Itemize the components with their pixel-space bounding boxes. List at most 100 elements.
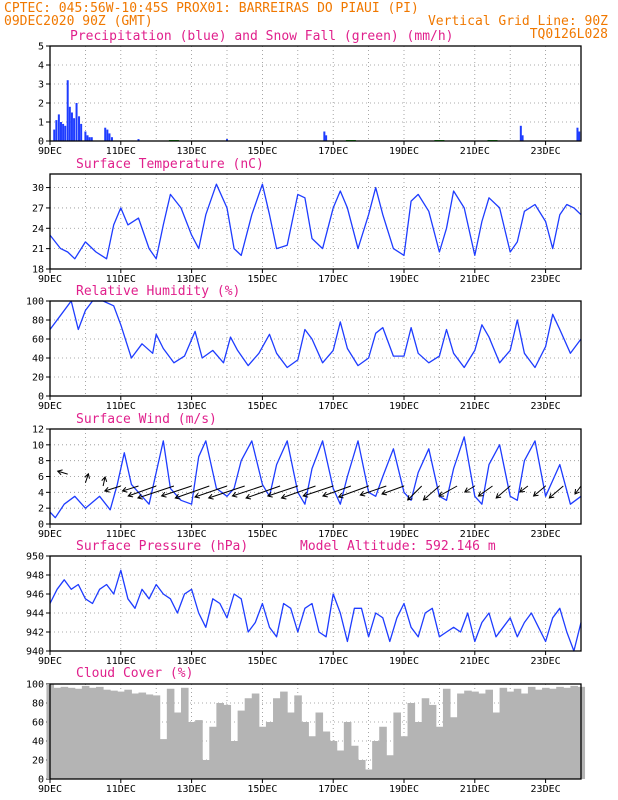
cloud-bar xyxy=(478,693,486,779)
wind-plot-frame xyxy=(49,428,582,525)
cloud-xtick-label: 15DEC xyxy=(247,784,277,795)
precip-bar xyxy=(73,118,76,141)
cloud-xtick-label: 11DEC xyxy=(106,784,136,795)
precip-bar xyxy=(64,125,67,141)
cloud-bar xyxy=(166,688,175,779)
wind-arrow-shaft xyxy=(303,485,334,497)
rh-xtick-label: 21DEC xyxy=(460,401,490,412)
wind-arrow-head xyxy=(136,493,143,500)
precip-bar xyxy=(84,131,87,141)
precip-bar xyxy=(57,114,60,141)
wind-arrow-head xyxy=(121,486,128,493)
cloud-bar xyxy=(400,736,409,779)
cloud-bar xyxy=(563,687,571,779)
temperature-title: Surface Temperature (nC) xyxy=(76,157,264,172)
wind-xtick-label: 15DEC xyxy=(247,529,277,540)
pres-xtick-label: 17DEC xyxy=(318,656,348,667)
wind-arrow-shaft xyxy=(381,485,405,495)
wind-arrow-shaft xyxy=(175,485,210,499)
precip-ytick-label: 2 xyxy=(38,99,44,110)
wind-arrow-shaft xyxy=(208,485,245,499)
cloud-bar xyxy=(180,687,189,779)
rh-ytick-label: 0 xyxy=(38,392,44,403)
cloud-bar xyxy=(301,722,309,779)
precip-bar xyxy=(578,131,581,141)
cloud-bar xyxy=(308,736,316,779)
cloud-bar xyxy=(542,687,550,779)
cloud-bar xyxy=(131,693,139,779)
wind-arrow-head xyxy=(337,492,344,499)
temp-xtick-label: 17DEC xyxy=(318,274,348,285)
precip-xtick-label: 11DEC xyxy=(106,146,136,157)
wind-arrow-shaft xyxy=(57,470,68,475)
wind-ytick-label: 0 xyxy=(38,520,44,531)
cloud-bar xyxy=(315,712,324,779)
precip-xtick-label: 21DEC xyxy=(460,146,490,157)
precip-xtick-label: 17DEC xyxy=(318,146,348,157)
wind-xtick-label: 17DEC xyxy=(318,529,348,540)
pres-xtick-label: 15DEC xyxy=(247,656,277,667)
header-model-id: TQ0126L028 xyxy=(530,27,608,42)
temp-plot-frame xyxy=(49,173,582,270)
precip-bar xyxy=(519,125,522,141)
precip-xtick-label: 9DEC xyxy=(38,146,62,157)
precip-ytick-label: 5 xyxy=(38,42,44,53)
humidity-panel: Relative Humidity (%) 0 20 40 60 80 100 9DEC 11… xyxy=(26,284,582,412)
cloud-bar xyxy=(258,726,267,779)
wind-arrow-head xyxy=(463,487,470,493)
pres-series-line xyxy=(49,569,582,652)
cloud-xtick-label: 23DEC xyxy=(531,784,561,795)
wind-panel: Surface Wind (m/s) 0 2 4 6 8 10 12 9DEC 11DEC 13D… xyxy=(32,412,582,540)
precip-bar xyxy=(75,103,78,141)
precip-ytick-label: 0 xyxy=(38,137,44,148)
cloud-bar xyxy=(350,745,359,779)
wind-arrow-shaft xyxy=(495,485,511,499)
cloud-bar xyxy=(457,693,465,779)
precip-ytick-label: 1 xyxy=(38,118,44,129)
wind-arrow-shaft xyxy=(322,485,352,497)
pres-ytick-label: 940 xyxy=(26,647,44,658)
wind-arrow-head xyxy=(422,495,429,501)
cloud-cover-title: Cloud Cover (%) xyxy=(76,666,193,681)
cloud-bar xyxy=(216,703,224,779)
cloud-ytick-label: 40 xyxy=(32,737,44,748)
cloud-ytick-label: 20 xyxy=(32,756,44,767)
temp-xtick-label: 19DEC xyxy=(389,274,419,285)
cloud-bar xyxy=(117,691,125,779)
wind-arrow-shaft xyxy=(194,485,228,498)
cloud-bar xyxy=(549,688,557,779)
wind-xtick-label: 19DEC xyxy=(389,529,419,540)
precipitation-panel: Precipitation (blue) and Snow Fall (gree… xyxy=(38,29,582,157)
cloud-bar xyxy=(230,741,239,779)
pres-ytick-label: 942 xyxy=(26,628,44,639)
wind-ytick-label: 4 xyxy=(38,488,44,499)
pres-xtick-label: 11DEC xyxy=(106,656,136,667)
wind-arrow-shaft xyxy=(338,485,369,498)
cloud-bar xyxy=(88,687,97,779)
cloud-bar xyxy=(322,731,331,779)
wind-arrow-shaft xyxy=(519,485,529,493)
pres-xtick-label: 19DEC xyxy=(389,656,419,667)
precip-bar xyxy=(70,112,73,141)
cloud-bar xyxy=(244,698,253,779)
humidity-title: Relative Humidity (%) xyxy=(76,284,240,299)
cloud-bar xyxy=(435,726,444,779)
cloud-bar xyxy=(570,685,578,779)
rh-ytick-label: 40 xyxy=(32,354,44,365)
cloud-xtick-label: 19DEC xyxy=(389,784,419,795)
cloud-bar xyxy=(223,704,232,779)
model-altitude-label: Model Altitude: 592.146 m xyxy=(300,539,496,554)
wind-arrow-head xyxy=(174,493,181,500)
cloud-bar xyxy=(124,689,132,779)
rh-xtick-label: 19DEC xyxy=(389,401,419,412)
wind-arrow-shaft xyxy=(438,485,458,497)
precip-ytick-label: 3 xyxy=(38,80,44,91)
wind-arrow-head xyxy=(194,492,200,499)
cloud-bar xyxy=(237,710,246,779)
wind-ytick-label: 8 xyxy=(38,456,44,467)
wind-arrow-shaft xyxy=(267,485,298,497)
wind-arrow-head xyxy=(127,491,134,498)
cloud-bar xyxy=(527,686,536,779)
pres-ytick-label: 944 xyxy=(26,609,44,620)
wind-arrow-head xyxy=(160,491,167,498)
